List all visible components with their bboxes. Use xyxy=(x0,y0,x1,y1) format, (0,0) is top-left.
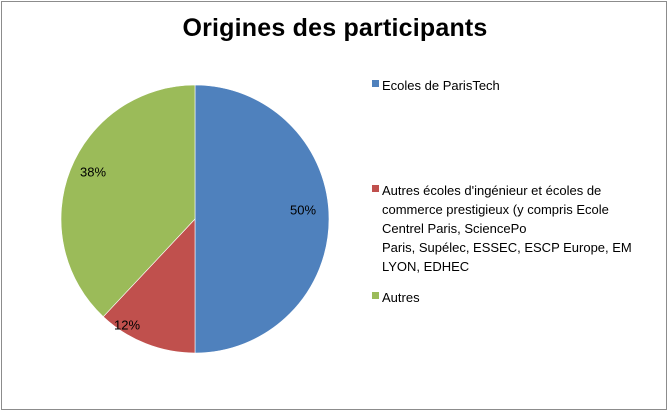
legend-label-line: LYON, EDHEC xyxy=(382,259,470,274)
pie-slice xyxy=(60,84,196,318)
pie-slice xyxy=(194,84,330,354)
legend-label-line: commerce prestigieux (y compris Ecole xyxy=(382,202,609,217)
legend-label: Autres xyxy=(382,288,662,307)
legend-label-line: Paris, Supélec, ESSEC, ESCP Europe, EM xyxy=(382,240,632,255)
slice-data-label: 12% xyxy=(114,317,140,332)
legend-label-line: Autres xyxy=(382,290,420,305)
legend-swatch xyxy=(372,80,379,87)
legend-label-line: Autres écoles d'ingénieur et écoles de xyxy=(382,183,602,198)
chart-title: Origines des participants xyxy=(182,14,488,42)
legend-label-line: Centrel Paris, SciencePo xyxy=(382,221,527,236)
pie-slice xyxy=(102,218,196,354)
legend-label-line: Ecoles de ParisTech xyxy=(382,78,500,93)
legend-swatch xyxy=(372,292,379,299)
legend-swatch xyxy=(372,185,379,192)
slice-data-label: 50% xyxy=(290,202,316,217)
legend-label: Ecoles de ParisTech xyxy=(382,76,662,95)
legend-label: Autres écoles d'ingénieur et écoles de co… xyxy=(382,181,662,276)
slice-data-label: 38% xyxy=(80,164,106,179)
